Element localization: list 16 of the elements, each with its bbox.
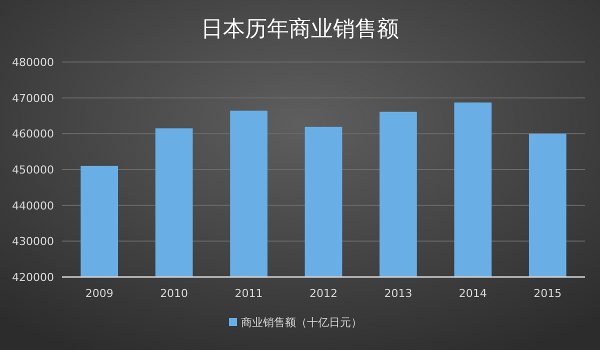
y-tick-label: 430000 <box>12 235 54 248</box>
x-tick-label: 2009 <box>85 287 114 300</box>
x-tick-label: 2013 <box>384 287 412 300</box>
title: 日本历年商业销售额 <box>201 17 399 42</box>
x-tick-label: 2014 <box>458 287 487 300</box>
x-tick-label: 2010 <box>160 287 188 300</box>
x-tick-label: 2015 <box>534 287 562 300</box>
y-tick-label: 480000 <box>12 56 54 69</box>
y-tick-label: 460000 <box>12 128 54 141</box>
y-tick-label: 440000 <box>12 199 54 212</box>
x-tick-label: 2012 <box>310 287 338 300</box>
y-tick-label: 420000 <box>12 271 54 284</box>
y-tick-label: 450000 <box>12 164 54 176</box>
y-tick-label: 470000 <box>12 92 54 105</box>
legend: 商业销售额（十亿日元） <box>229 316 362 329</box>
x-tick-label: 2011 <box>234 287 263 300</box>
